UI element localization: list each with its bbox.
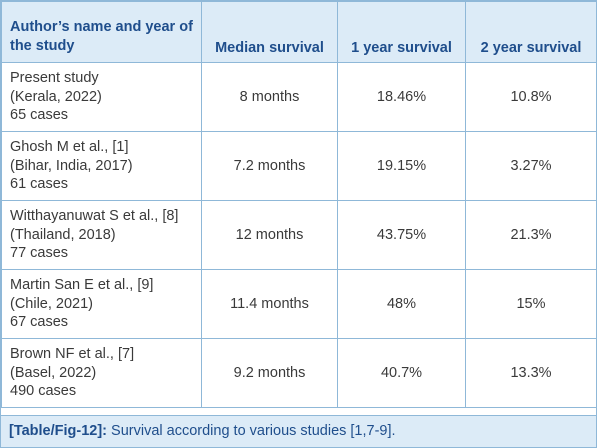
one-year-survival-cell: 43.75% [337,200,466,270]
two-year-survival-cell: 13.3% [465,338,597,408]
study-cases: 65 cases [10,107,69,124]
header-author-study: Author’s name and year of the study [1,1,202,63]
one-year-survival-cell: 18.46% [337,62,466,132]
two-year-survival-cell: 3.27% [465,131,597,201]
table-header-row: Author’s name and year of the study Medi… [1,1,597,63]
table-row: Brown NF et al., [7] (Basel, 2022) 490 c… [1,338,597,408]
header-median-survival: Median survival [201,1,338,63]
table-row: Witthayanuwat S et al., [8] (Thailand, 2… [1,200,597,270]
survival-table: Author’s name and year of the study Medi… [1,1,597,408]
study-location: (Kerala, 2022) [10,88,102,105]
study-cell: Ghosh M et al., [1] (Bihar, India, 2017)… [1,131,202,201]
caption-label: [Table/Fig-12]: [9,423,108,439]
caption-text: Survival according to various studies [1… [107,423,396,439]
header-1-year-survival: 1 year survival [337,1,466,63]
study-cases: 77 cases [10,245,69,262]
study-location: (Bihar, India, 2017) [10,157,133,174]
study-location: (Chile, 2021) [10,295,94,312]
study-name: Brown NF et al., [7] [10,346,135,363]
study-name: Present study [10,70,99,87]
one-year-survival-cell: 40.7% [337,338,466,408]
table-row: Present study (Kerala, 2022) 65 cases 8 … [1,62,597,132]
study-cases: 490 cases [10,383,77,400]
study-location: (Basel, 2022) [10,364,97,381]
table-row: Ghosh M et al., [1] (Bihar, India, 2017)… [1,131,597,201]
two-year-survival-cell: 21.3% [465,200,597,270]
table-row: Martin San E et al., [9] (Chile, 2021) 6… [1,269,597,339]
study-name: Martin San E et al., [9] [10,277,154,294]
median-survival-cell: 7.2 months [201,131,338,201]
median-survival-cell: 9.2 months [201,338,338,408]
study-cell: Martin San E et al., [9] (Chile, 2021) 6… [1,269,202,339]
study-cell: Present study (Kerala, 2022) 65 cases [1,62,202,132]
study-name: Ghosh M et al., [1] [10,139,129,156]
two-year-survival-cell: 15% [465,269,597,339]
study-location: (Thailand, 2018) [10,226,116,243]
figure-caption: [Table/Fig-12]: Survival according to va… [1,415,596,447]
two-year-survival-cell: 10.8% [465,62,597,132]
study-name: Witthayanuwat S et al., [8] [10,208,179,225]
study-cell: Witthayanuwat S et al., [8] (Thailand, 2… [1,200,202,270]
one-year-survival-cell: 48% [337,269,466,339]
median-survival-cell: 12 months [201,200,338,270]
study-cases: 61 cases [10,176,69,193]
study-cell: Brown NF et al., [7] (Basel, 2022) 490 c… [1,338,202,408]
study-cases: 67 cases [10,314,69,331]
header-2-year-survival: 2 year survival [465,1,597,63]
one-year-survival-cell: 19.15% [337,131,466,201]
median-survival-cell: 11.4 months [201,269,338,339]
median-survival-cell: 8 months [201,62,338,132]
